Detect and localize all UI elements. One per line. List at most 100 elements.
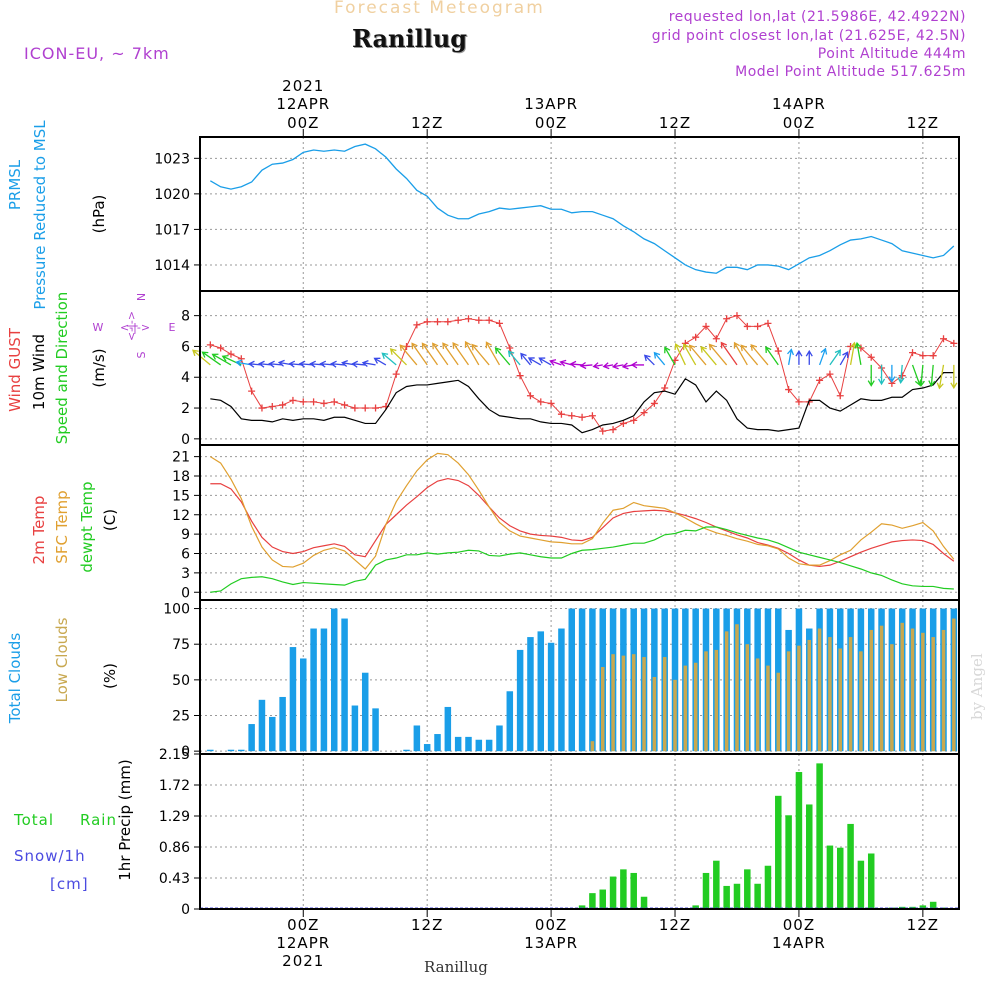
y-tick-label: 18 — [172, 469, 190, 485]
low-cloud-bar — [941, 629, 946, 752]
y-tick-label: 21 — [172, 450, 190, 466]
low-cloud-bar — [766, 665, 770, 752]
gust-marker — [289, 396, 297, 404]
gust-marker — [444, 318, 452, 326]
y-tick-label: 75 — [172, 637, 190, 653]
gust-marker — [702, 322, 710, 330]
gust-marker — [764, 319, 772, 327]
rain-bar — [847, 823, 854, 909]
low-cloud-bar — [817, 628, 822, 752]
wind-direction-arrow — [485, 341, 501, 366]
rain-bar — [795, 772, 803, 909]
wind-direction-arrow — [432, 342, 449, 366]
gust-marker — [537, 398, 545, 406]
y-tick-label: 1017 — [154, 222, 190, 238]
wind-direction-arrow — [592, 362, 603, 370]
y-tick-label: 6 — [181, 547, 190, 563]
total-cloud-bar — [589, 608, 596, 752]
y-tick-label: 6 — [181, 339, 190, 355]
total-cloud-bar — [671, 608, 679, 752]
wind-direction-arrow — [192, 349, 211, 366]
gust-marker — [495, 319, 503, 327]
gust-marker — [434, 318, 442, 326]
time-label-hour: 00Z — [783, 916, 815, 934]
wind-direction-arrow — [818, 347, 828, 366]
low-cloud-bar — [828, 637, 832, 752]
gust-marker — [299, 398, 307, 406]
rain-bar — [836, 847, 844, 909]
gust-marker — [723, 315, 731, 323]
panel-2: 0 2 4 6 8 — [181, 290, 960, 448]
time-label-year: 2021 — [282, 77, 324, 95]
gust-marker — [867, 353, 875, 361]
wind-direction-arrow — [674, 343, 686, 366]
gust-marker — [774, 347, 782, 355]
sfc-temp-line — [210, 452, 955, 570]
low-cloud-bar — [652, 677, 657, 752]
low-cloud-bar — [921, 632, 925, 752]
total-cloud-bar — [258, 699, 266, 752]
gust-marker — [692, 333, 700, 341]
y-tick-label: 1020 — [154, 187, 190, 203]
total-cloud-bar — [372, 708, 379, 752]
rain-bar — [775, 795, 782, 909]
wind-direction-arrow — [494, 346, 511, 366]
gust-marker — [785, 386, 793, 394]
wind-direction-arrow — [928, 364, 936, 388]
time-label-hour: 00Z — [535, 114, 567, 132]
low-cloud-bar — [797, 645, 801, 752]
wind-direction-arrow — [381, 352, 397, 366]
total-cloud-bar — [361, 672, 369, 752]
wind-direction-arrow — [411, 342, 428, 366]
wind-direction-arrow — [611, 362, 624, 370]
time-label-hour: 12Z — [411, 916, 443, 934]
wind-direction-arrow — [579, 361, 593, 370]
compass-north-label: N — [135, 293, 148, 301]
total-cloud-bar — [403, 749, 410, 752]
pressure-line — [210, 143, 955, 274]
compass-west-label: W — [93, 321, 104, 334]
compass-south-label: S — [135, 351, 148, 358]
wind-direction-arrow — [750, 344, 769, 366]
y-tick-label: 0.86 — [159, 840, 190, 856]
wind-direction-arrow — [399, 344, 418, 366]
rain-bar — [867, 853, 875, 909]
pressure-label-short: PRMSL — [6, 159, 24, 210]
wind-direction-arrow — [877, 364, 886, 386]
gust-marker — [816, 376, 824, 384]
gust-marker — [516, 372, 524, 380]
total-cloud-bar — [578, 608, 586, 752]
time-label-hour: 00Z — [535, 916, 567, 934]
wind-direction-arrow — [630, 361, 645, 369]
rain-bar — [754, 883, 761, 909]
wind-direction-arrow — [361, 360, 376, 368]
total-cloud-bar — [516, 649, 524, 752]
wind-direction-arrow — [538, 357, 552, 366]
gust-marker — [268, 403, 276, 410]
time-label-year: 2021 — [282, 952, 324, 970]
pressure-label-long: Pressure Reduced to MSL — [31, 120, 49, 310]
gust-marker — [640, 409, 648, 417]
y-tick-label: 0 — [181, 432, 190, 448]
precip-unit-label: 1hr Precip (mm) — [116, 759, 134, 880]
gust-marker — [526, 392, 534, 400]
low-cloud-bar — [807, 639, 812, 752]
low-cloud-bar — [673, 679, 677, 752]
gust-marker — [919, 352, 927, 360]
time-label-hour: 00Z — [287, 916, 319, 934]
rain-label: Rain — [80, 811, 117, 829]
total-cloud-bar — [434, 734, 441, 752]
temp2m-label: 2m Temp — [30, 496, 48, 565]
y-tick-label: 1023 — [154, 151, 190, 167]
total-cloud-bar — [537, 631, 545, 752]
wind-direction-arrow — [888, 364, 896, 383]
low-cloud-bar — [600, 667, 605, 752]
time-label-date: 14APR — [772, 934, 826, 952]
credit-watermark: by Angel — [968, 653, 986, 720]
total-cloud-bar — [558, 628, 565, 752]
wind-direction-arrow — [787, 348, 795, 366]
panel-3: 0 3 6 9 12 15 18 21 — [172, 444, 960, 601]
wind-direction-arrow — [268, 360, 283, 368]
gust-marker — [743, 322, 751, 330]
wind-direction-arrow — [211, 353, 232, 366]
